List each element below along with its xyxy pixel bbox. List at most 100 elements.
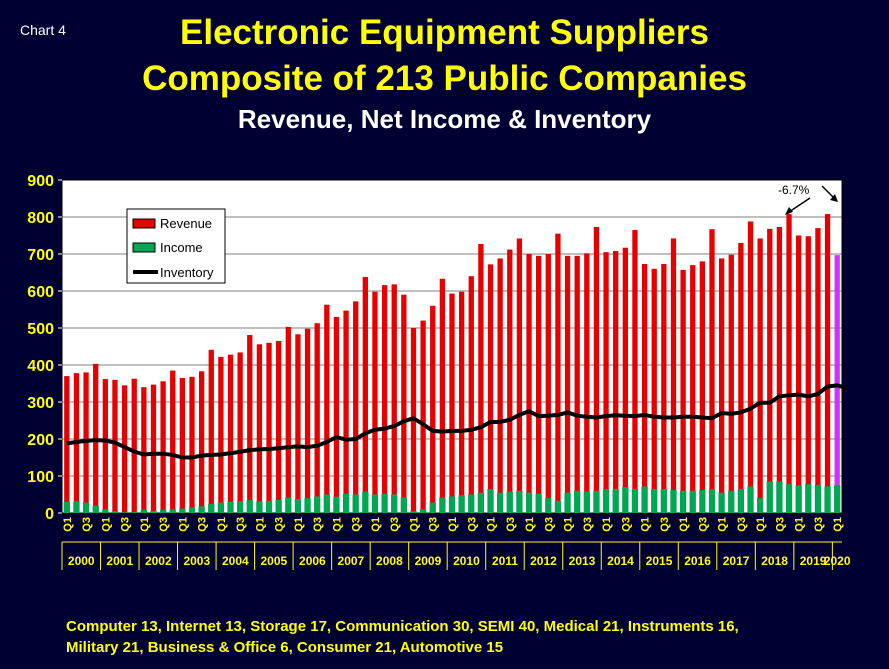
income-bar <box>708 488 716 513</box>
y-tick-label: 100 <box>27 469 54 486</box>
revenue-bar <box>622 247 628 513</box>
x-quarter-label: Q3 <box>659 517 671 532</box>
revenue-bar <box>670 238 677 513</box>
chart-subtitle: Revenue, Net Income & Inventory <box>237 104 652 134</box>
revenue-bar <box>353 301 359 513</box>
x-quarter-label: Q3 <box>158 517 170 532</box>
revenue-bar <box>304 328 311 513</box>
revenue-bar <box>401 294 407 513</box>
revenue-bar <box>661 263 667 513</box>
income-bar <box>814 484 822 513</box>
revenue-bar <box>574 255 580 513</box>
revenue-bar <box>141 387 147 513</box>
x-quarter-label: Q3 <box>543 517 555 532</box>
revenue-bar <box>728 254 734 514</box>
legend: Revenue Income Inventory <box>126 208 226 284</box>
income-bar <box>391 494 398 513</box>
y-tick-label: 0 <box>45 506 54 523</box>
income-bar <box>631 488 639 513</box>
x-quarter-label: Q1 <box>640 517 652 532</box>
income-bar <box>737 488 745 513</box>
inventory-line <box>66 383 848 460</box>
x-quarter-label: Q1 <box>331 517 343 532</box>
revenue-bar <box>381 285 388 513</box>
revenue-bar <box>796 235 802 513</box>
income-bar <box>150 510 157 513</box>
revenue-bar <box>824 214 831 514</box>
revenue-bar <box>256 344 263 513</box>
income-bar <box>834 485 841 513</box>
x-quarter-label: Q1 <box>486 517 498 532</box>
revenue-bar <box>102 379 108 513</box>
revenue-bar <box>285 326 291 513</box>
revenue-bar <box>170 370 176 513</box>
x-year-label: 2016 <box>684 554 711 568</box>
revenue-bar <box>64 376 70 513</box>
legend-label-revenue: Revenue <box>160 216 212 231</box>
x-quarter-label: Q1 <box>216 517 228 532</box>
income-bar <box>198 506 205 513</box>
income-bar <box>102 509 109 513</box>
x-quarter-label: Q1 <box>447 517 459 532</box>
income-bar <box>381 493 388 513</box>
legend-label-inventory: Inventory <box>160 265 214 280</box>
income-bar <box>400 497 407 513</box>
revenue-bar <box>564 255 571 513</box>
x-quarter-label: Q3 <box>197 517 209 532</box>
x-year-label: 2000 <box>68 554 95 568</box>
income-bar <box>410 511 417 513</box>
x-year-label: 2011 <box>492 554 518 568</box>
revenue-bar <box>699 261 706 513</box>
income-bar <box>217 502 225 513</box>
x-quarter-label: Q1 <box>293 517 305 532</box>
income-bar <box>651 488 658 513</box>
x-year-label: 2009 <box>415 554 442 568</box>
income-bar <box>352 494 359 513</box>
revenue-bar <box>632 229 638 513</box>
revenue-bar <box>603 252 609 513</box>
income-bar <box>159 510 167 513</box>
x-quarter-label: Q3 <box>774 517 786 532</box>
y-tick-label: 200 <box>27 432 54 449</box>
x-quarter-label: Q3 <box>274 517 286 532</box>
y-tick-label: 800 <box>27 210 54 227</box>
x-year-label: 2013 <box>569 554 596 568</box>
y-axis: 0 100 200 300 400 500 600 700 800 900 <box>27 173 62 523</box>
income-bar <box>824 486 831 513</box>
revenue-bar <box>208 349 214 513</box>
x-quarter-label: Q1 <box>62 517 74 532</box>
x-quarter-label: Q1 <box>254 517 266 532</box>
income-bar <box>111 511 119 513</box>
income-bar <box>670 490 677 513</box>
x-quarter-label: Q1 <box>755 517 767 532</box>
legend-label-income: Income <box>160 240 203 255</box>
revenue-bar <box>776 226 783 514</box>
income-bar <box>602 488 610 513</box>
annotation-text: -6.7% <box>778 183 810 197</box>
x-quarter-label: Q1 <box>408 517 420 532</box>
change-annotation: -6.7% <box>778 183 838 215</box>
revenue-bar <box>593 226 600 514</box>
income-bar <box>304 498 311 513</box>
income-bar <box>140 510 147 513</box>
x-quarter-label: Q1 <box>563 517 575 532</box>
revenue-bar <box>690 265 696 513</box>
revenue-bar <box>439 278 446 513</box>
income-bar <box>574 490 581 513</box>
x-quarter-label: Q3 <box>582 517 594 532</box>
revenue-bar <box>266 342 272 513</box>
revenue-bar <box>536 255 542 513</box>
income-bar <box>795 485 802 513</box>
revenue-bar <box>160 381 166 513</box>
revenue-bar <box>276 340 282 513</box>
x-quarter-label: Q1 <box>524 517 536 532</box>
income-bar <box>333 496 340 513</box>
income-bar <box>554 500 562 513</box>
y-tick-label: 900 <box>27 173 54 190</box>
x-quarter-label: Q1 <box>601 517 613 532</box>
x-quarter-label: Q3 <box>120 517 132 532</box>
revenue-bar <box>237 352 243 513</box>
x-quarter-label: Q1 <box>832 517 844 532</box>
revenue-bar <box>131 378 137 513</box>
revenue-bar <box>218 356 224 513</box>
